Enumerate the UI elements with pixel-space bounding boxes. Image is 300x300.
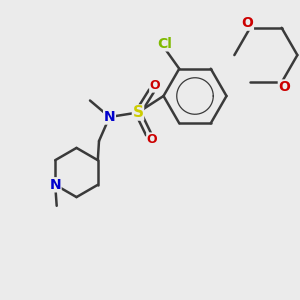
Text: S: S [133,105,143,120]
Text: O: O [242,16,254,30]
Text: O: O [147,133,158,146]
Text: O: O [150,79,160,92]
Text: Cl: Cl [157,37,172,51]
Text: O: O [278,80,290,94]
Text: N: N [50,178,61,192]
Text: N: N [104,110,115,124]
